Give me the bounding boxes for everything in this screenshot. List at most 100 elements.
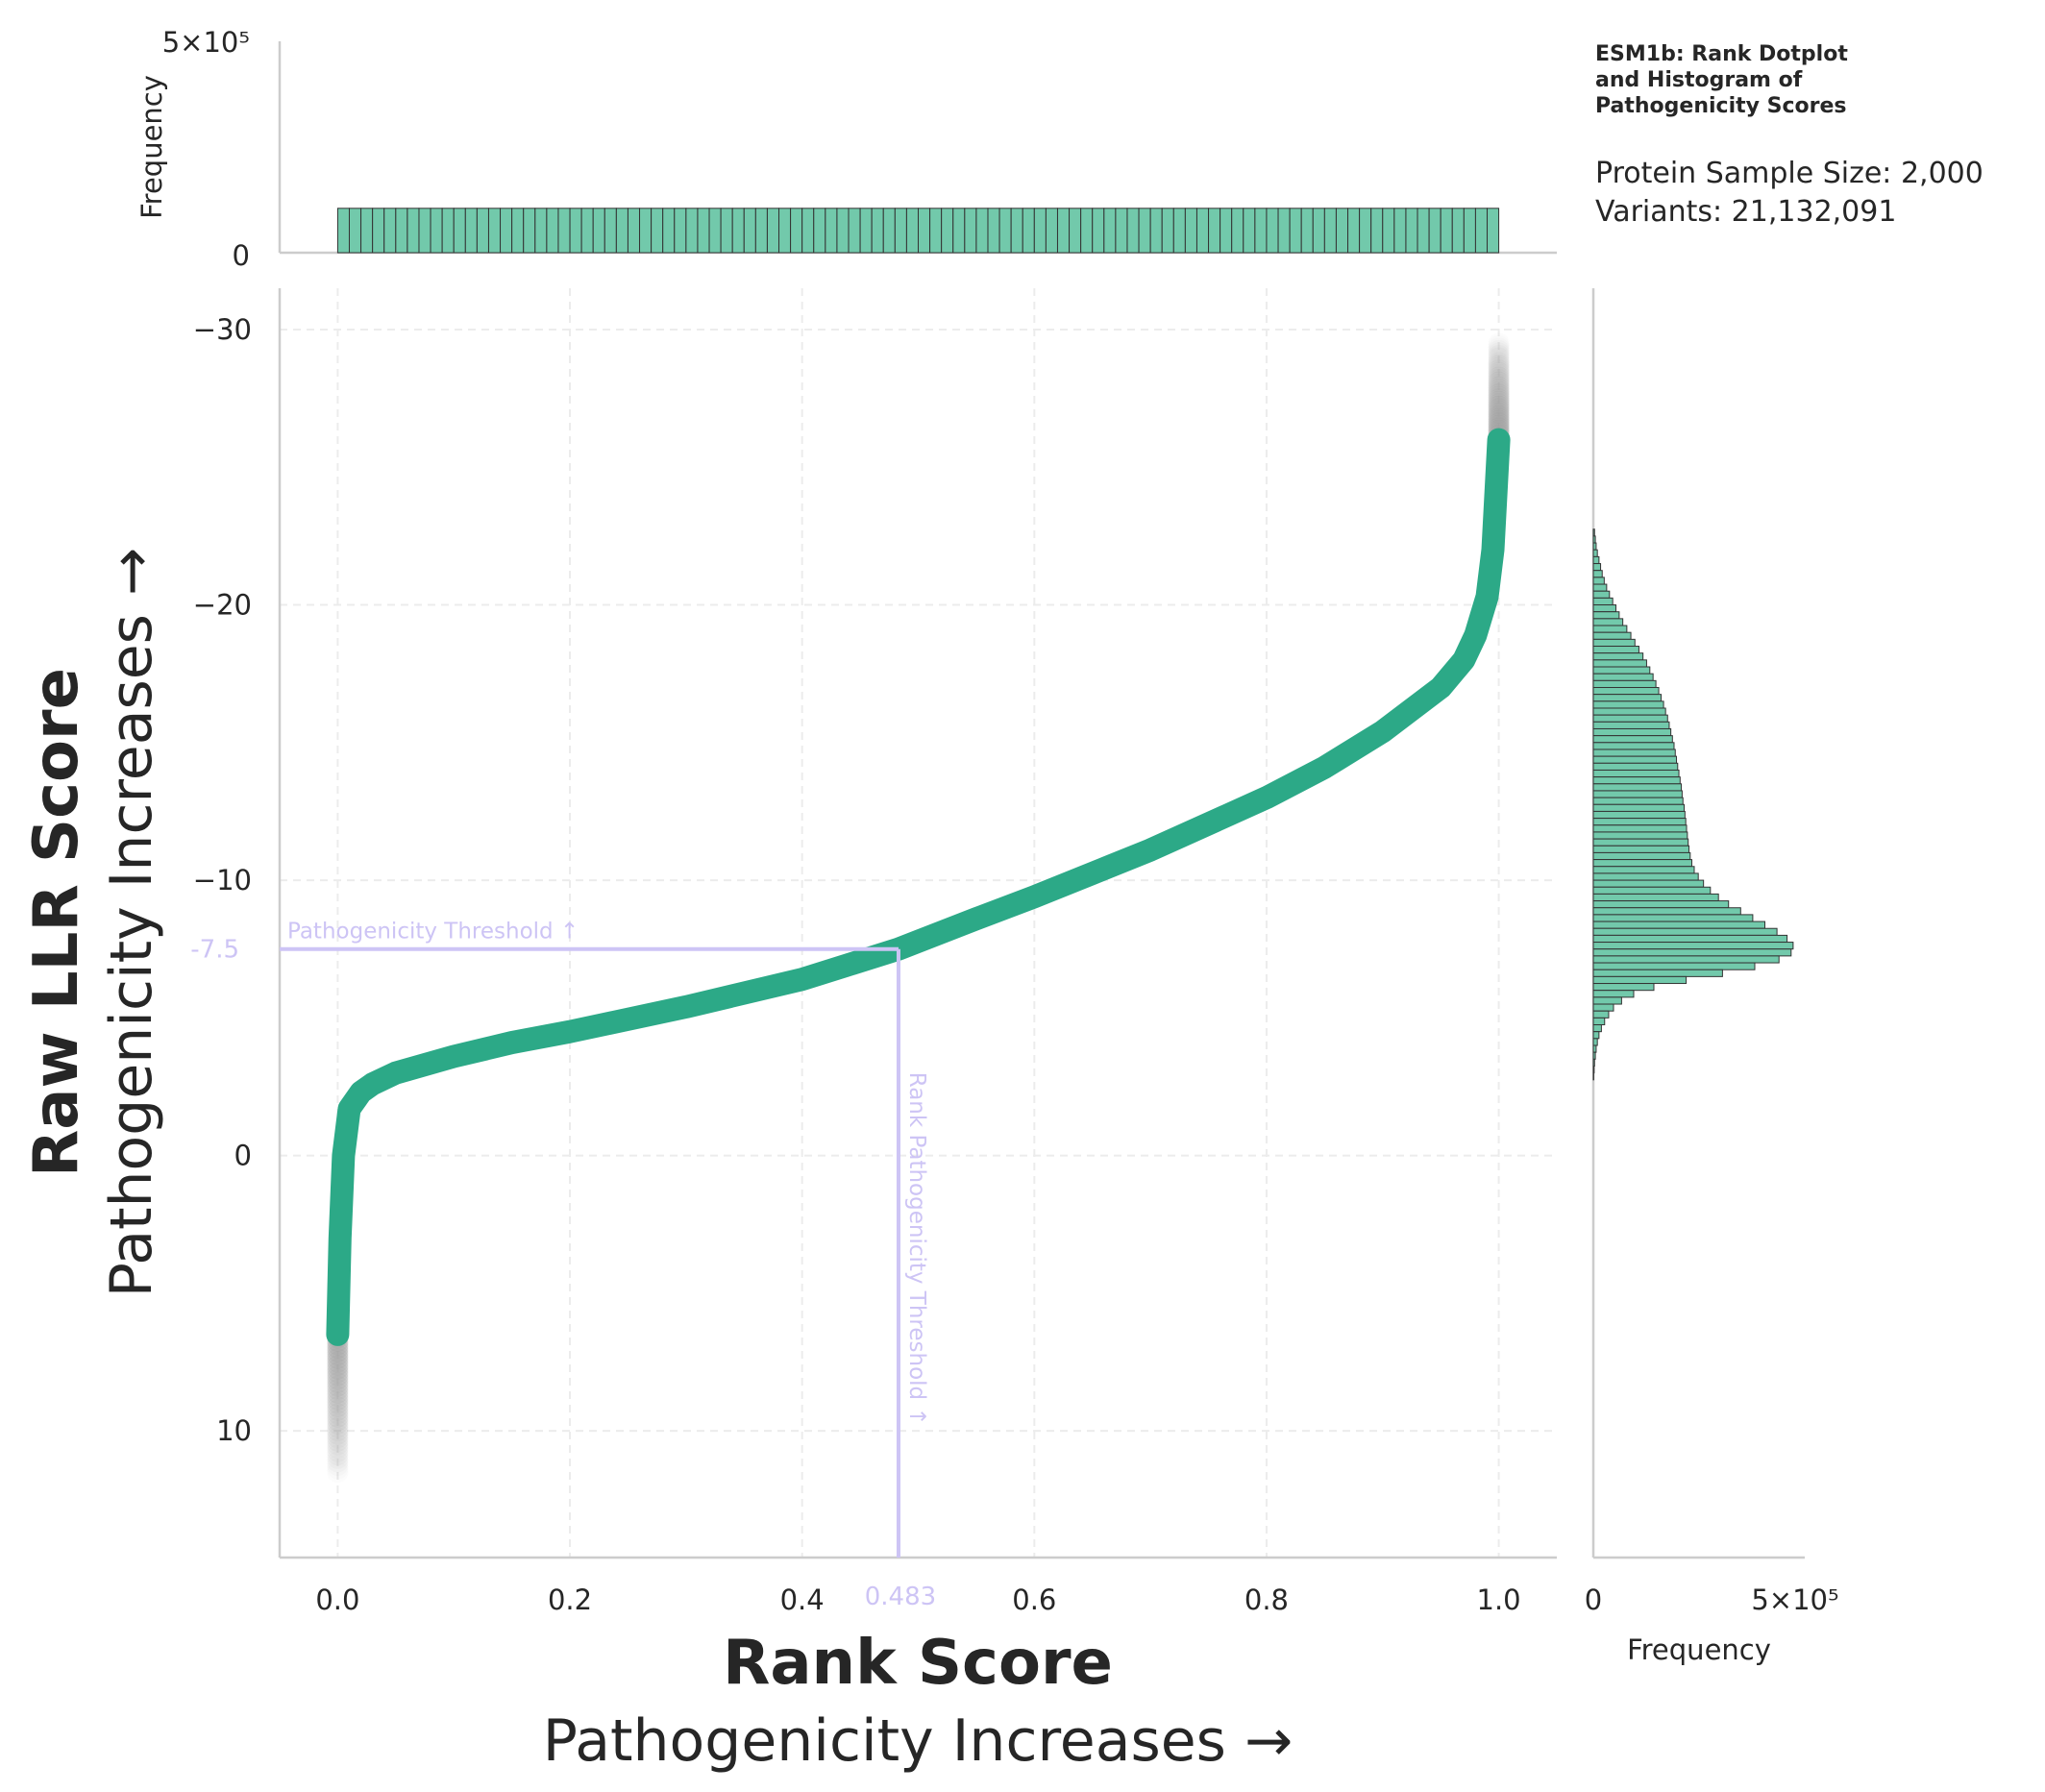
right-hist-bar	[1592, 762, 1679, 771]
x-axis-sublabel: Pathogenicity Increases →	[543, 1707, 1294, 1775]
curve-tail-high-point	[1488, 342, 1510, 364]
top-hist-bar	[743, 208, 756, 254]
curve-tail-low-point	[327, 1396, 349, 1418]
curve-tail-low-point	[327, 1347, 349, 1369]
right-hist-bar	[1592, 1024, 1602, 1033]
right-hist-bar	[1592, 1066, 1595, 1074]
right-hist-bar	[1592, 790, 1683, 798]
top-hist-bar	[487, 208, 502, 254]
rank-curve	[326, 337, 1511, 1477]
curve-tail-high-point	[1488, 368, 1510, 390]
top-hist-bar	[708, 208, 722, 254]
top-hist-bar	[848, 208, 861, 254]
top-hist-bars	[336, 208, 1500, 254]
right-hist-bar	[1592, 577, 1605, 585]
top-hist-bar	[1347, 208, 1361, 254]
curve-tail-low-point	[327, 1399, 349, 1421]
right-hist-bar	[1592, 797, 1684, 805]
top-hist-bar	[557, 208, 571, 254]
top-hist-bar	[778, 208, 792, 254]
curve-tail-low-point	[327, 1358, 349, 1380]
curve-tail-low-point	[327, 1379, 349, 1401]
top-hist-ytick-max: 5×10⁵	[162, 26, 250, 59]
right-hist-bar	[1592, 914, 1754, 922]
right-hist-bar	[1592, 1044, 1597, 1053]
top-hist-bar	[1323, 208, 1337, 254]
right-hist-xtick-max: 5×10⁵	[1751, 1583, 1838, 1616]
top-hist-bar	[407, 208, 420, 254]
curve-tail-low-point	[327, 1437, 349, 1460]
right-hist-bar	[1592, 700, 1664, 709]
y-tick-label: −30	[193, 313, 252, 346]
right-hist-bar	[1592, 818, 1687, 826]
top-hist-bar	[1103, 208, 1117, 254]
top-hist-bar	[441, 208, 455, 254]
top-hist-bar	[1208, 208, 1221, 254]
right-hist-bar	[1592, 851, 1691, 861]
top-hist-bar	[1092, 208, 1105, 254]
right-hist-bar	[1592, 631, 1632, 640]
top-hist-bar	[1184, 208, 1197, 254]
top-hist-bar	[871, 208, 884, 254]
right-hist-bar	[1592, 735, 1673, 744]
curve-tail-high-point	[1488, 382, 1510, 405]
title-line-1: ESM1b: Rank Dotplot	[1595, 42, 1848, 66]
right-hist-bar	[1592, 983, 1655, 992]
right-hist-bar	[1592, 542, 1597, 551]
right-hist-bars	[1592, 528, 1794, 1081]
top-hist-bar	[674, 208, 687, 254]
right-hist-bar	[1592, 755, 1678, 764]
right-hist-xtick-0: 0	[1585, 1583, 1602, 1616]
right-hist-bar	[1592, 535, 1596, 544]
top-hist-bar	[1487, 208, 1500, 254]
top-hist-bar	[720, 208, 733, 254]
curve-tail-low-point	[327, 1434, 349, 1456]
top-hist-bar	[929, 208, 943, 254]
curve-tail-low-point	[327, 1386, 349, 1408]
top-hist-bar	[905, 208, 919, 254]
right-hist-bar	[1592, 563, 1602, 572]
curve-tail-low-point	[327, 1455, 349, 1477]
curve-tail-low-point	[327, 1351, 349, 1373]
curve-tail-low-point	[327, 1420, 349, 1442]
curve-tail-high-point	[1488, 390, 1510, 412]
right-hist-bar	[1592, 694, 1663, 702]
top-hist-bar	[1045, 208, 1058, 254]
right-hist-bar	[1592, 679, 1657, 689]
top-hist-bar	[1254, 208, 1268, 254]
top-hist-bar	[1126, 208, 1140, 254]
top-hist-bar	[1335, 208, 1349, 254]
top-hist-bar	[987, 208, 1000, 254]
right-hist-bar	[1592, 769, 1680, 778]
curve-tail-low-point	[327, 1444, 349, 1466]
y-tick-label: −10	[193, 864, 252, 896]
top-hist-bar	[1393, 208, 1407, 254]
protein-sample-size: Protein Sample Size: 2,000	[1595, 157, 1983, 190]
right-hist-bar	[1592, 1058, 1595, 1067]
top-hist-bar	[1300, 208, 1314, 254]
curve-tail-low-point	[327, 1427, 349, 1449]
curve-tail-high-point	[1488, 339, 1510, 361]
top-hist-ytick-0: 0	[233, 239, 250, 272]
top-hist-bar	[1010, 208, 1023, 254]
curve-tail-low-point	[327, 1375, 349, 1397]
curve-tail-low-point	[327, 1382, 349, 1404]
top-hist-bar	[348, 208, 362, 254]
curve-tail-high-point	[1488, 398, 1510, 420]
curve-tail-low-point	[327, 1403, 349, 1425]
top-hist-bar	[801, 208, 815, 254]
top-hist-bar	[1463, 208, 1476, 254]
top-hist-bar	[1069, 208, 1082, 254]
top-hist-bar	[859, 208, 873, 254]
top-hist-bar	[476, 208, 489, 254]
right-hist-bar	[1592, 1051, 1596, 1060]
right-hist-bar	[1592, 721, 1670, 729]
top-hist-bar	[546, 208, 559, 254]
right-hist-bar	[1592, 838, 1689, 847]
curve-tail-high-point	[1488, 387, 1510, 409]
rank-threshold-label: Rank Pathogenicity Threshold ↑	[904, 1072, 929, 1426]
top-hist-bar	[813, 208, 826, 254]
curve-tail-high-point	[1488, 337, 1510, 359]
main-xticks: 0.0 0.2 0.4 0.6 0.8 1.0	[315, 1583, 1520, 1616]
curve-tail-low-point	[327, 1430, 349, 1452]
